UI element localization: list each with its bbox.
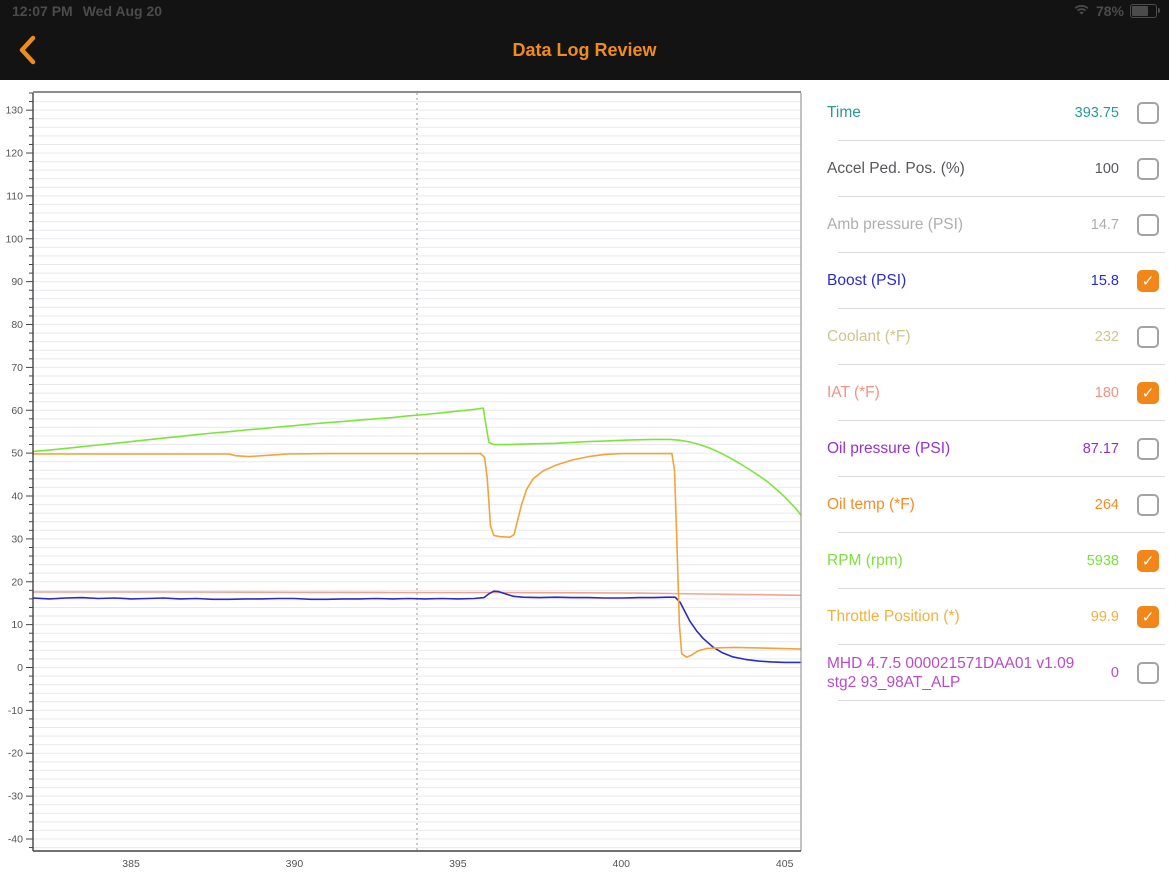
status-date: Wed Aug 20	[82, 3, 163, 19]
series-line	[32, 591, 802, 597]
series-line	[32, 407, 802, 517]
y-axis-label: 130	[5, 105, 23, 117]
x-axis-label: 400	[612, 858, 630, 870]
parameter-list: Time 393.75 Accel Ped. Pos. (%) 100 Amb pres…	[815, 85, 1165, 701]
data-log-chart[interactable]: -40 -30 -20 -10 0 10 20 30 40 50 60 70 80 90 100 110 120…	[0, 80, 812, 877]
parameter-value: 264	[1094, 497, 1119, 513]
y-axis-label: 20	[11, 576, 23, 588]
checkbox-checked[interactable]: ✓	[1137, 550, 1159, 572]
checkbox-unchecked[interactable]	[1137, 158, 1159, 180]
parameter-row[interactable]: Throttle Position (*) 99.9 ✓	[815, 589, 1165, 645]
checkbox-unchecked[interactable]	[1137, 102, 1159, 124]
checkbox-checked[interactable]: ✓	[1137, 382, 1159, 404]
chevron-left-icon	[17, 35, 37, 70]
parameter-row[interactable]: Oil temp (*F) 264	[815, 477, 1165, 533]
series-line	[32, 452, 802, 659]
parameter-label: Coolant (*F)	[827, 328, 911, 346]
checkbox-checked[interactable]: ✓	[1137, 606, 1159, 628]
parameter-row[interactable]: RPM (rpm) 5938 ✓	[815, 533, 1165, 589]
y-axis-label: 120	[5, 148, 23, 160]
parameter-label: RPM (rpm)	[827, 552, 903, 570]
y-axis-label: -30	[8, 791, 23, 803]
parameter-value: 180	[1094, 385, 1119, 401]
back-button[interactable]	[10, 35, 44, 69]
plot-background	[33, 93, 801, 851]
y-axis-label: -20	[8, 748, 23, 760]
checkbox-unchecked[interactable]	[1137, 438, 1159, 460]
parameter-value: 393.75	[1074, 105, 1119, 121]
parameter-label: Time	[827, 104, 861, 122]
checkbox-checked[interactable]: ✓	[1137, 270, 1159, 292]
page-title: Data Log Review	[512, 40, 657, 60]
parameter-row[interactable]: Boost (PSI) 15.8 ✓	[815, 253, 1165, 309]
parameter-label: MHD 4.7.5 000021571DAA01 v1.09 stg2 93_9…	[827, 654, 1075, 691]
y-axis-label: -10	[8, 705, 23, 717]
y-axis-label: 110	[6, 190, 23, 202]
parameter-row[interactable]: Amb pressure (PSI) 14.7	[815, 197, 1165, 253]
y-axis-label: 40	[11, 491, 23, 503]
y-axis-label: 90	[11, 276, 23, 288]
series-line	[32, 590, 802, 664]
parameter-row[interactable]: Accel Ped. Pos. (%) 100	[815, 141, 1165, 197]
parameter-row[interactable]: Coolant (*F) 232	[815, 309, 1165, 365]
parameter-row[interactable]: MHD 4.7.5 000021571DAA01 v1.09 stg2 93_9…	[815, 645, 1165, 701]
y-axis-label: 0	[17, 662, 23, 674]
y-axis-label: 60	[11, 405, 23, 417]
checkbox-unchecked[interactable]	[1137, 214, 1159, 236]
checkbox-unchecked[interactable]	[1137, 326, 1159, 348]
content-area: -40 -30 -20 -10 0 10 20 30 40 50 60 70 80 90 100 110 120…	[0, 80, 1169, 877]
y-axis-label: 100	[5, 233, 23, 245]
parameter-value: 99.9	[1090, 609, 1119, 625]
status-time: 12:07 PM	[12, 3, 73, 19]
parameter-value: 100	[1094, 161, 1119, 177]
status-bar: 12:07 PM Wed Aug 20 78%	[0, 0, 1169, 22]
x-axis-label: 395	[449, 858, 467, 870]
parameter-value: 5938	[1086, 553, 1119, 569]
battery-icon	[1130, 4, 1160, 18]
x-axis-label: 405	[776, 858, 794, 870]
parameter-row[interactable]: Time 393.75	[815, 85, 1165, 141]
checkbox-unchecked[interactable]	[1137, 662, 1159, 684]
parameter-label: Throttle Position (*)	[827, 608, 960, 626]
y-axis-label: 70	[11, 362, 23, 374]
x-axis-label: 390	[286, 858, 304, 870]
parameter-value: 0	[1110, 665, 1119, 681]
parameter-value: 14.7	[1090, 217, 1119, 233]
y-axis-label: 50	[11, 448, 23, 460]
parameter-label: Amb pressure (PSI)	[827, 216, 964, 234]
parameter-label: Oil temp (*F)	[827, 496, 915, 514]
parameter-label: Boost (PSI)	[827, 272, 907, 290]
y-axis-label: 80	[11, 319, 23, 331]
parameter-row[interactable]: IAT (*F) 180 ✓	[815, 365, 1165, 421]
nav-bar: Data Log Review	[0, 22, 1169, 80]
wifi-icon	[1073, 3, 1090, 19]
parameter-value: 232	[1094, 329, 1119, 345]
battery-percent: 78%	[1095, 3, 1124, 19]
x-axis-label: 385	[122, 858, 140, 870]
parameter-label: Oil pressure (PSI)	[827, 440, 951, 458]
y-axis-label: -40	[8, 833, 23, 845]
checkbox-unchecked[interactable]	[1137, 494, 1159, 516]
parameter-row[interactable]: Oil pressure (PSI) 87.17	[815, 421, 1165, 477]
parameter-label: IAT (*F)	[827, 384, 880, 402]
chart-canvas[interactable]: -40 -30 -20 -10 0 10 20 30 40 50 60 70 80 90 100 110 120…	[0, 80, 812, 877]
parameter-value: 15.8	[1090, 273, 1119, 289]
y-axis-label: 30	[11, 533, 23, 545]
parameter-label: Accel Ped. Pos. (%)	[827, 160, 965, 178]
y-axis-label: 10	[11, 619, 23, 631]
parameter-value: 87.17	[1082, 441, 1119, 457]
